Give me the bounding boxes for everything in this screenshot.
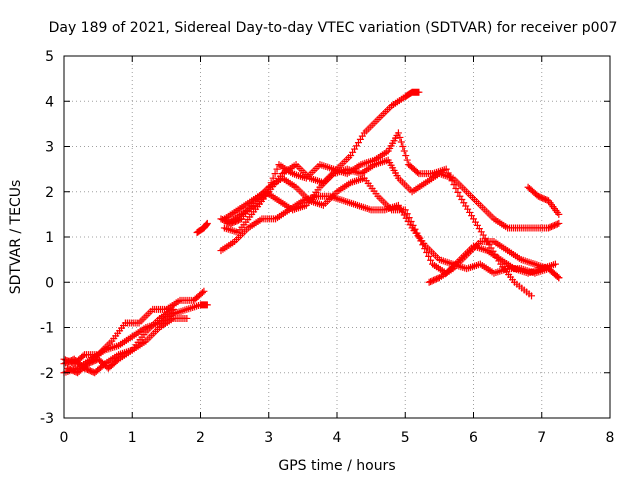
y-tick-label: -1: [40, 321, 54, 337]
x-tick-label: 1: [128, 430, 137, 446]
series-track-12: [524, 183, 563, 218]
data-point: [425, 252, 433, 260]
data-point: [267, 179, 275, 187]
y-tick-label: -3: [40, 411, 54, 427]
chart-title: Day 189 of 2021, Sidereal Day-to-day VTE…: [49, 20, 618, 36]
data-point: [551, 260, 559, 268]
x-tick-label: 0: [60, 430, 69, 446]
x-tick-label: 5: [401, 430, 410, 446]
y-tick-label: 1: [45, 230, 54, 246]
data-point: [553, 272, 561, 280]
data-point: [401, 206, 409, 214]
data-point: [413, 229, 421, 237]
data-point: [409, 221, 417, 229]
data-point: [203, 301, 211, 309]
data-point: [405, 214, 413, 222]
y-tick-label: 5: [45, 49, 54, 65]
data-point: [169, 305, 177, 313]
data-point: [427, 256, 435, 264]
series-track-10: [220, 156, 563, 232]
data-point: [400, 147, 408, 155]
data-point: [198, 289, 206, 297]
data-point: [555, 274, 563, 282]
data-point: [394, 129, 402, 137]
data-point: [269, 174, 277, 182]
data-point: [397, 138, 405, 146]
data-point: [407, 217, 415, 225]
x-tick-label: 4: [333, 430, 342, 446]
data-point: [413, 168, 421, 176]
grid-layer: [64, 56, 610, 418]
x-tick-label: 6: [469, 430, 478, 446]
data-point: [79, 352, 87, 360]
series-track-11: [425, 238, 563, 286]
ticks-layer: 0 1 2 3 4 5 6 7 8 -3 -2 -1 0 1 2 3 4 5: [40, 49, 614, 446]
data-point: [271, 170, 279, 178]
data-point: [415, 233, 423, 241]
data-point: [399, 143, 407, 150]
data-point: [555, 210, 563, 218]
data-point: [555, 219, 563, 227]
series-track-1: [60, 287, 208, 368]
y-axis-label: SDTVAR / TECUs: [8, 180, 24, 295]
y-tick-label: -2: [40, 366, 54, 382]
data-point: [403, 210, 411, 218]
data-point: [200, 287, 208, 295]
x-tick-label: 8: [606, 430, 615, 446]
marks-layer: [60, 88, 563, 377]
data-point: [417, 237, 425, 245]
series-track-4: [63, 305, 177, 377]
data-point: [183, 314, 191, 322]
series-track-5: [193, 219, 211, 236]
x-axis-label: GPS time / hours: [278, 458, 395, 474]
y-tick-label: 4: [45, 94, 54, 110]
y-tick-label: 2: [45, 185, 54, 201]
data-point: [553, 220, 561, 228]
data-point: [528, 292, 536, 300]
x-tick-label: 7: [537, 430, 546, 446]
data-point: [396, 133, 404, 141]
data-point: [442, 165, 450, 173]
data-point: [273, 165, 281, 173]
data-point: [419, 241, 427, 249]
data-point: [402, 152, 410, 160]
data-point: [423, 249, 431, 257]
y-tick-label: 0: [45, 275, 54, 291]
data-point: [411, 225, 419, 233]
data-point: [421, 245, 429, 253]
data-point: [403, 156, 411, 164]
x-tick-label: 2: [196, 430, 205, 446]
x-tick-label: 3: [264, 430, 273, 446]
data-point: [452, 185, 460, 193]
data-point: [203, 219, 211, 227]
data-point: [454, 188, 462, 196]
y-tick-label: 3: [45, 140, 54, 156]
data-point: [415, 88, 423, 96]
